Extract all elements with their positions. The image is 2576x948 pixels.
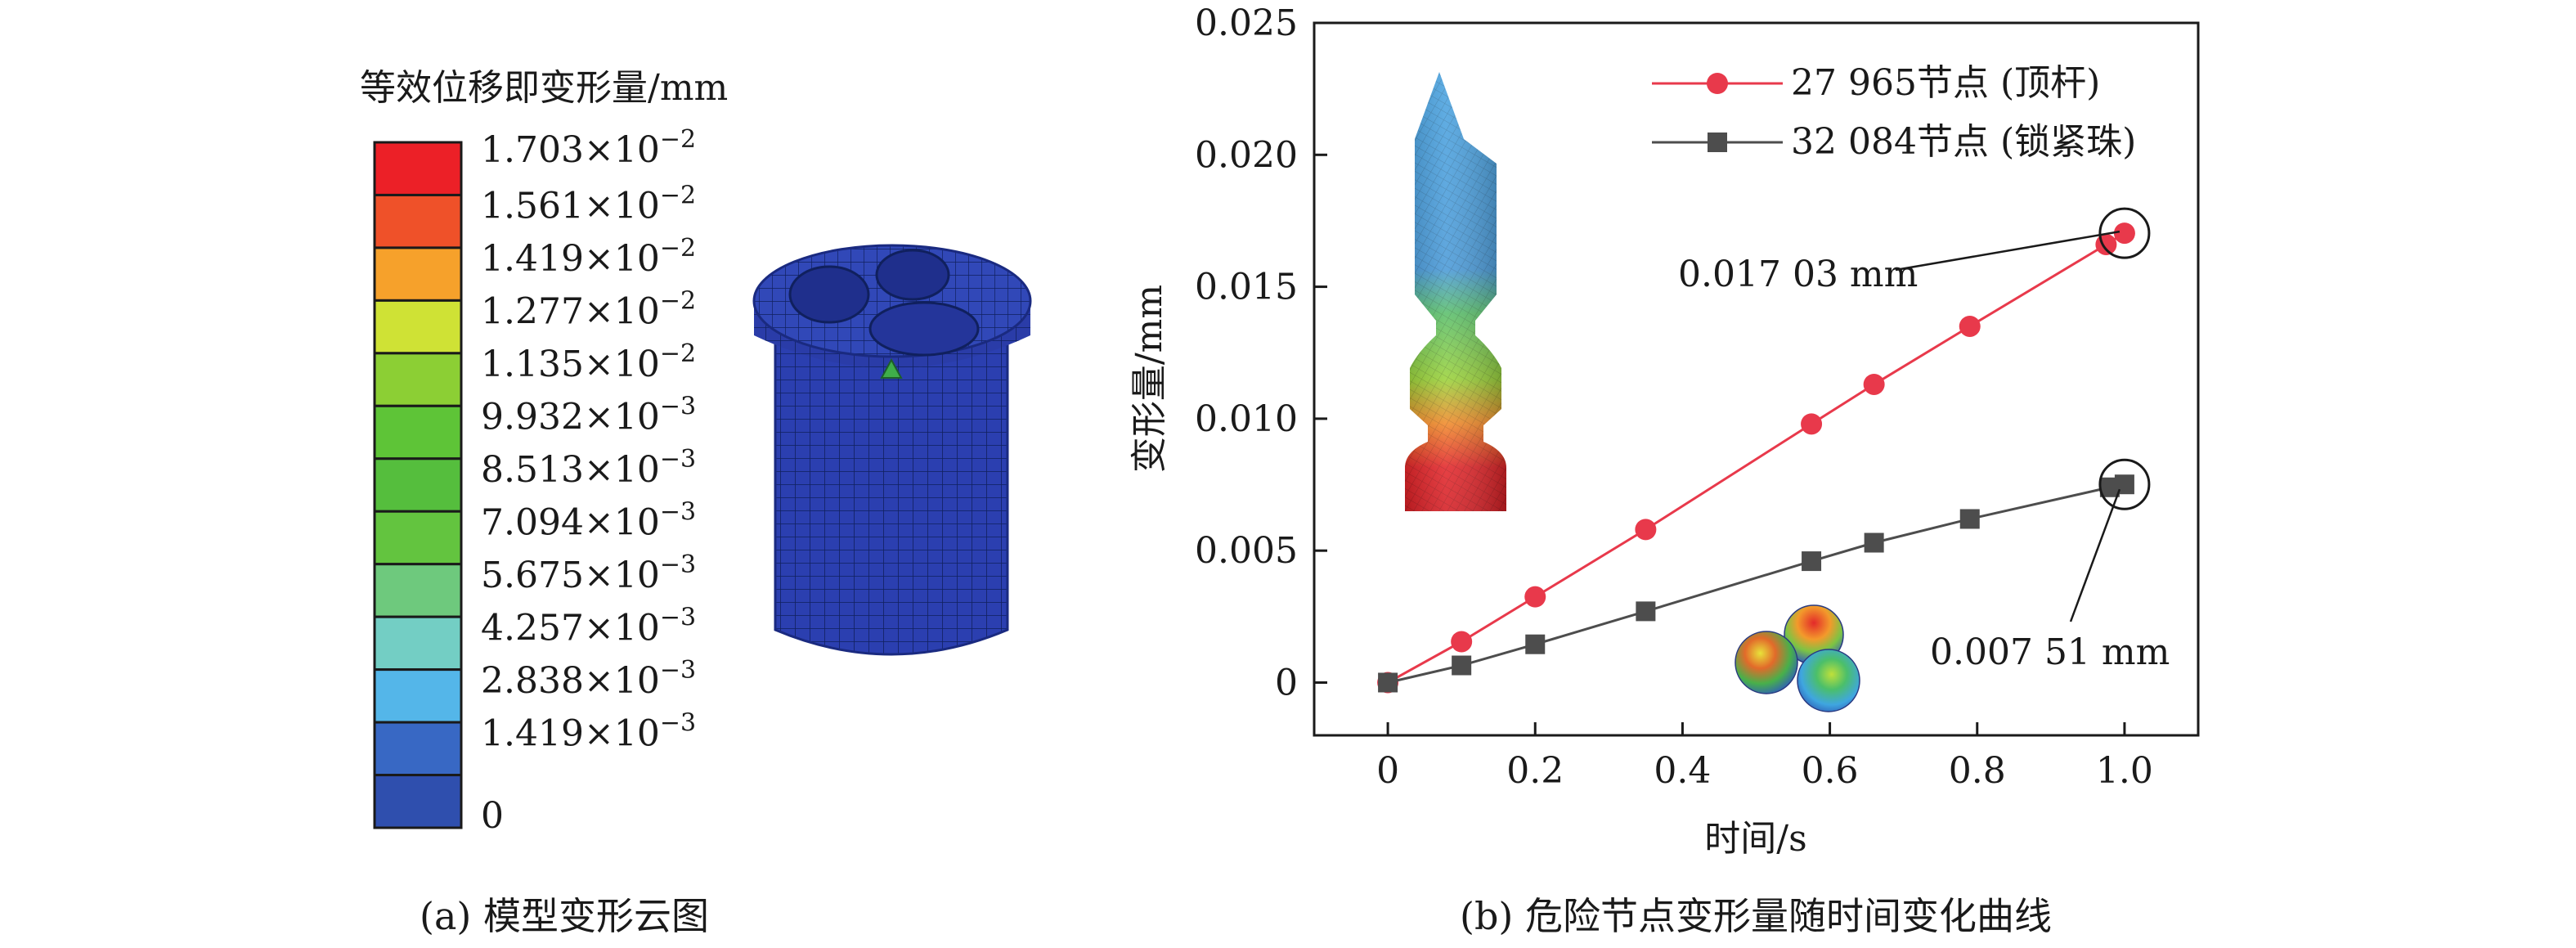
colorbar-label: 1.419×10−3 [481,708,696,754]
colorbar-swatch [373,457,463,513]
colorbar-exponent: −3 [660,708,696,737]
data-point-series-2 [1378,672,1398,693]
colorbar-title: 等效位移即变形量/mm [360,67,728,109]
colorbar-label: 4.257×10−3 [481,603,696,649]
x-tick-label: 0 [1376,750,1399,792]
data-point-series-2 [1802,551,1822,572]
colorbar-label: 1.135×10−2 [481,339,696,385]
colorbar-swatch [373,563,463,618]
data-point-series-2 [1959,509,1980,529]
y-tick-label: 0.015 [1195,267,1298,308]
colorbar-swatch [373,510,463,566]
x-tick-label: 1.0 [2096,750,2153,792]
colorbar-label: 1.561×10−2 [481,182,696,227]
data-point-series-1 [1801,413,1823,435]
inset-locking-balls [1735,604,1860,712]
colorbar-swatch [373,615,463,672]
y-tick-label: 0.010 [1195,398,1298,440]
colorbar-swatch [373,193,463,249]
data-point-series-1 [1451,631,1473,653]
colorbar-swatch [373,404,463,461]
colorbar-exponent: −3 [660,393,696,421]
data-point-series-1 [1635,519,1657,541]
colorbar-swatch [373,141,463,196]
colorbar-label: 1.277×10−2 [481,287,696,333]
y-tick-label: 0 [1275,662,1298,703]
y-tick-label: 0.020 [1195,134,1298,176]
data-point-series-2 [2114,474,2134,495]
colorbar-label: 7.094×10−3 [481,497,696,543]
legend-marker-series-1 [1707,73,1728,94]
x-tick-label: 0.4 [1654,750,1711,792]
colorbar-exponent: −3 [660,445,696,474]
data-point-series-1 [1959,315,1981,337]
annotation-label: 0.007 51 mm [1930,631,2170,673]
data-point-series-1 [1863,373,1885,395]
annotation-label: 0.017 03 mm [1678,254,1918,295]
colorbar-swatch [373,352,463,407]
x-tick-label: 0.6 [1802,750,1859,792]
data-point-series-2 [1636,601,1656,622]
x-axis: 0 0.2 0.4 0.6 0.8 1.0 [1376,722,2153,792]
colorbar-label: 2.838×10−3 [481,656,696,702]
colorbar-label: 0 [481,795,504,837]
data-point-series-1 [2113,222,2135,245]
legend-label-series-1: 27 965节点 (顶杆) [1791,62,2100,104]
colorbar-exponent: −3 [660,497,696,526]
data-point-series-2 [1525,634,1546,654]
x-axis-label: 时间/s [1704,818,1806,860]
colorbar-exponent: −3 [660,550,696,579]
data-point-series-1 [1524,586,1546,608]
panel-b: 0 0.005 0.010 0.015 0.020 0.025 0 0.2 0.4 0.6 0.8… [1129,2,2200,938]
plot-frame [1313,21,2200,737]
colorbar-swatch [373,299,463,355]
colorbar-swatch [373,774,463,829]
caption-b: (b) 危险节点变形量随时间变化曲线 [1460,894,2052,938]
legend: 27 965节点 (顶杆) 32 084节点 (锁紧珠) [1652,62,2136,163]
legend-marker-series-2 [1708,133,1727,152]
annotation-circle [2098,207,2151,259]
colorbar-label: 5.675×10−3 [481,550,696,596]
x-tick-label: 0.2 [1506,750,1564,792]
data-point-series-1 [2095,233,2117,255]
annotations: 0.017 03 mm 0.007 51 mm [1678,207,2170,673]
data-point-series-2 [1452,655,1472,676]
x-tick-label: 0.8 [1949,750,2006,792]
colorbar-label: 9.932×10−3 [481,393,696,438]
colorbar: 1.703×10−2 1.561×10−2 1.419×10−2 1.277×10−2… [373,125,696,837]
annotation-leader [1895,230,2120,272]
y-tick-label: 0.025 [1195,2,1298,44]
colorbar-exponent: −3 [660,656,696,685]
caption-a: (a) 模型变形云图 [420,894,709,938]
data-point-series-2 [1864,532,1884,553]
colorbar-label: 1.419×10−2 [481,234,696,280]
y-tick-label: 0.005 [1195,530,1298,572]
annotation-leader [2069,488,2121,622]
annotation-circle [2098,458,2151,510]
legend-label-series-2: 32 084节点 (锁紧珠) [1791,121,2136,163]
colorbar-exponent: −3 [660,603,696,631]
colorbar-exponent: −2 [660,287,696,316]
series-layer [1377,222,2135,694]
colorbar-exponent: −2 [660,125,696,154]
colorbar-swatch [373,668,463,724]
inset-push-rod [1405,72,1506,511]
colorbar-swatch [373,246,463,302]
y-axis-label: 变形量/mm [1129,285,1170,473]
colorbar-exponent: −2 [660,234,696,263]
colorbar-exponent: −2 [660,339,696,368]
housing-model [752,244,1032,656]
colorbar-label: 8.513×10−3 [481,445,696,491]
colorbar-label: 1.703×10−2 [481,125,696,171]
colorbar-exponent: −2 [660,182,696,210]
colorbar-swatch [373,721,463,777]
panel-a: 等效位移即变形量/mm 1.703×10−2 1.561×10−2 1.419×10… [360,67,1032,938]
y-axis: 0 0.005 0.010 0.015 0.020 0.025 [1195,2,1327,703]
